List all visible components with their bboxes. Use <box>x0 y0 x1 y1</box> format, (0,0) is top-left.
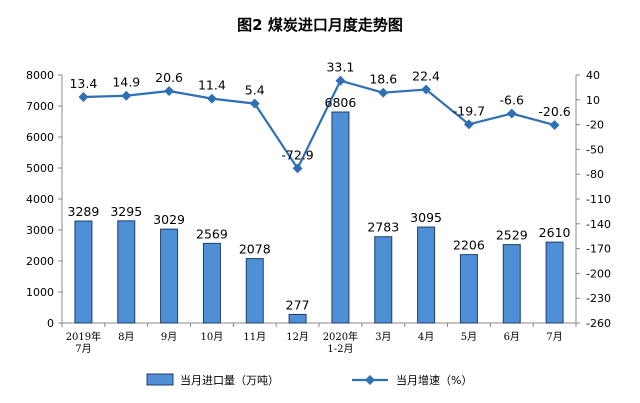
right-tick-label: -170 <box>586 243 611 256</box>
bar-value-label: 2529 <box>496 228 528 243</box>
bar <box>502 244 521 324</box>
left-tick-label: 3000 <box>26 224 54 237</box>
left-tick-label: 7000 <box>26 100 54 113</box>
left-tick-label: 8000 <box>26 69 54 82</box>
bar <box>288 313 307 324</box>
line-point <box>292 163 303 174</box>
line-value-label: 5.4 <box>245 83 265 98</box>
x-tick-label: 2020年 1-2月 <box>323 330 358 355</box>
right-tick-label: -140 <box>586 218 611 231</box>
axes: 0 1000 2000 3000 4000 5000 6000 7000 8000 40 10 -20… <box>26 69 611 355</box>
right-tick-label: -200 <box>586 267 611 280</box>
right-tick-label: -50 <box>586 143 604 156</box>
bar <box>74 220 93 324</box>
legend: 当月进口量（万吨） 当月增速（%） <box>146 373 472 387</box>
bar <box>117 220 136 324</box>
bar <box>245 258 264 324</box>
bar-value-label: 3095 <box>410 210 442 225</box>
line-value-label: -72.9 <box>281 147 313 162</box>
line-point <box>78 92 89 102</box>
left-tick-label: 4000 <box>26 193 54 206</box>
right-tick-label: -260 <box>586 317 611 330</box>
bar-value-label: 3289 <box>68 204 100 219</box>
bar-value-label: 2569 <box>196 226 228 241</box>
right-tick-label: 10 <box>586 94 600 107</box>
x-tick-label: 9月 <box>161 331 177 343</box>
line-point <box>378 87 389 98</box>
line-point <box>549 120 560 131</box>
bar <box>331 111 350 324</box>
bar <box>459 254 478 324</box>
bar <box>374 236 393 324</box>
bar <box>417 226 436 324</box>
x-tick-label: 11月 <box>243 331 266 343</box>
left-tick-label: 0 <box>47 317 54 330</box>
x-tick-label: 8月 <box>118 331 134 343</box>
chart-title: 图2 煤炭进口月度走势图 <box>237 16 403 34</box>
bar-value-label: 277 <box>286 297 310 312</box>
line-value-label: 11.4 <box>198 78 226 93</box>
bar <box>202 242 221 324</box>
line-value-label: 13.4 <box>69 76 97 91</box>
bar-value-label: 6806 <box>325 95 357 110</box>
line-value-label: 22.4 <box>412 69 440 84</box>
line-point <box>206 93 217 104</box>
left-tick-label: 5000 <box>26 162 54 175</box>
line-value-label: 33.1 <box>326 60 354 75</box>
x-tick-label: 2019年 7月 <box>66 330 101 355</box>
legend-bar-label: 当月进口量（万吨） <box>180 373 279 387</box>
left-tick-label: 1000 <box>26 286 54 299</box>
x-tick-label: 10月 <box>201 331 224 343</box>
right-tick-label: -230 <box>586 292 611 305</box>
line-point <box>335 75 346 86</box>
bar-value-label: 3029 <box>153 212 185 227</box>
bar-value-label: 2206 <box>453 238 485 253</box>
bar-value-label: 2783 <box>367 220 399 235</box>
x-tick-label: 7月 <box>546 331 562 343</box>
x-tick-label: 5月 <box>461 331 477 343</box>
bar <box>545 241 564 324</box>
bar-value-label: 2610 <box>539 225 571 240</box>
data-labels: 3289 3295 3029 2569 2078 277 6806 2783 3095 2206 2… <box>68 60 571 313</box>
right-tick-label: -110 <box>586 193 611 206</box>
bar-value-label: 3295 <box>110 204 142 219</box>
x-tick-label: 3月 <box>375 331 391 343</box>
x-tick-label: 4月 <box>418 331 434 343</box>
bar-value-label: 2078 <box>239 242 271 257</box>
line-value-label: 18.6 <box>369 72 397 87</box>
line-point <box>164 86 175 96</box>
bar <box>160 228 179 324</box>
right-tick-label: 40 <box>586 69 600 82</box>
legend-line-marker <box>365 375 375 385</box>
line-point <box>506 108 517 119</box>
legend-bar-swatch <box>146 373 174 386</box>
line-value-label: 20.6 <box>155 70 183 85</box>
bar-series <box>74 111 564 324</box>
x-tick-label: 6月 <box>504 331 520 343</box>
line-point <box>121 90 132 101</box>
line-value-label: -19.7 <box>453 103 485 118</box>
right-tick-label: -20 <box>586 119 604 132</box>
left-tick-label: 2000 <box>26 255 54 268</box>
line-value-label: -6.6 <box>500 93 524 108</box>
left-tick-label: 6000 <box>26 131 54 144</box>
right-tick-label: -80 <box>586 168 604 181</box>
line-value-label: 14.9 <box>112 75 140 90</box>
x-tick-label: 12月 <box>286 331 309 343</box>
line-series <box>78 75 560 174</box>
legend-line-label: 当月增速（%） <box>396 373 472 387</box>
line-value-label: -20.6 <box>538 104 570 119</box>
growth-line <box>83 79 555 171</box>
